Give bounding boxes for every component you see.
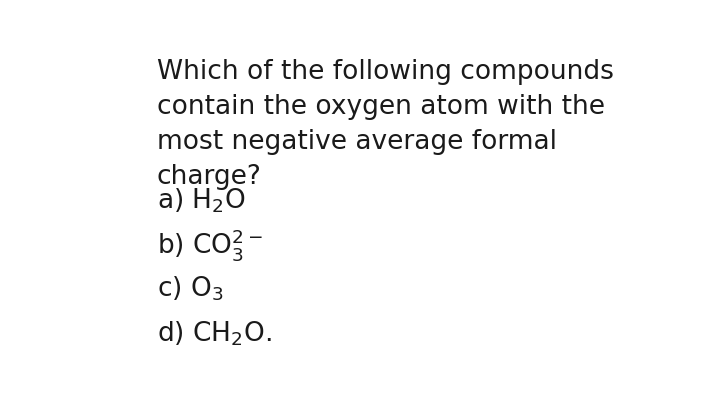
Text: Which of the following compounds
contain the oxygen atom with the
most negative : Which of the following compounds contain… <box>157 58 614 189</box>
Text: c) O$_3$: c) O$_3$ <box>157 274 223 303</box>
Text: d) CH$_2$O.: d) CH$_2$O. <box>157 318 271 347</box>
Text: a) H$_2$O: a) H$_2$O <box>157 186 246 214</box>
Text: b) CO$_3^{2-}$: b) CO$_3^{2-}$ <box>157 226 263 262</box>
